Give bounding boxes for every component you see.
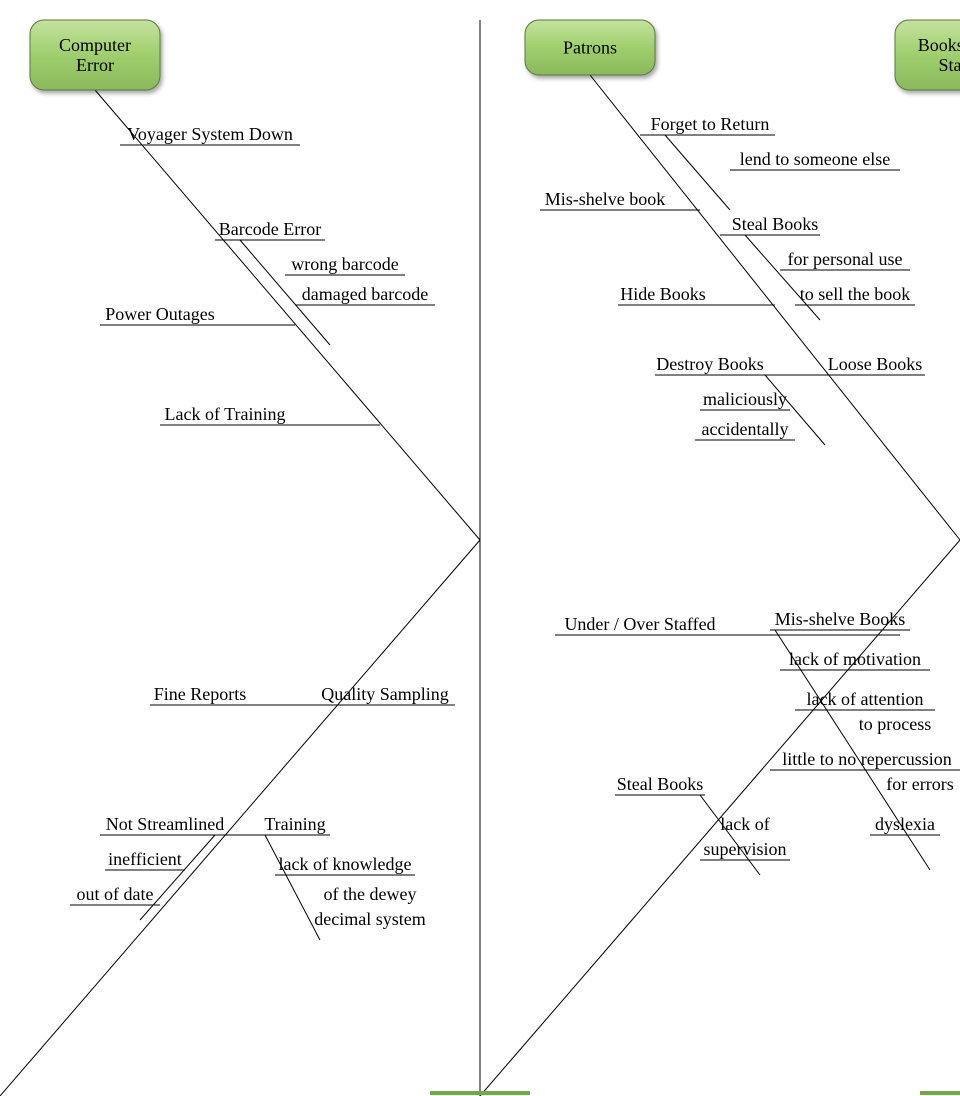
sub-text-patrons-5-1: accidentally: [702, 419, 789, 439]
cause-text-computerError-0: Voyager System Down: [127, 124, 293, 144]
category-label-patrons-0: Patrons: [563, 38, 617, 58]
sub-text-patrons-0-0: lend to someone else: [740, 149, 890, 169]
cause-text-patrons-1: Steal Books: [732, 214, 819, 234]
cause-text-lowerLeft-2: Not Streamlined: [106, 814, 224, 834]
sub-branch-lowerLeft-3: [265, 835, 320, 940]
category-label-computerError-0: Computer: [59, 35, 131, 55]
sub-branch-lowerLeft-2: [140, 835, 215, 920]
fishbone-diagram: Voyager System Down Barcode Error wrong ba…: [0, 0, 960, 1096]
sub-text-lowerRight-1-4: for errors: [886, 774, 953, 794]
sub-text-lowerLeft-3-2: decimal system: [314, 909, 425, 929]
category-label-booksIn-0: Books in: [918, 35, 960, 55]
cause-text-lowerLeft-1: Quality Sampling: [321, 684, 449, 704]
cause-text-patrons-0: Forget to Return: [651, 114, 770, 134]
sub-text-lowerLeft-3-0: lack of knowledge: [279, 854, 412, 874]
sub-branch-patrons-1: [745, 235, 820, 320]
sub-text-patrons-5-0: maliciously: [703, 389, 787, 409]
sub-text-lowerLeft-2-1: out of date: [77, 884, 154, 904]
cause-text-lowerRight-1: Mis-shelve Books: [775, 609, 906, 629]
sub-text-computerError-1-0: wrong barcode: [291, 254, 398, 274]
cause-text-lowerLeft-0: Fine Reports: [154, 684, 247, 704]
sub-text-lowerRight-1-1: lack of attention: [807, 689, 924, 709]
sub-text-lowerLeft-2-0: inefficient: [108, 849, 182, 869]
sub-text-patrons-1-0: for personal use: [788, 249, 903, 269]
sub-text-lowerRight-2-0: lack of: [720, 814, 769, 834]
cause-text-lowerRight-0: Under / Over Staffed: [564, 614, 715, 634]
sub-text-lowerRight-1-0: lack of motivation: [789, 649, 921, 669]
bone-patrons: [590, 75, 960, 540]
category-label-booksIn-1: Sta: [938, 55, 960, 75]
sub-text-patrons-1-1: to sell the book: [800, 284, 911, 304]
cause-text-lowerRight-2: Steal Books: [617, 774, 704, 794]
cause-text-patrons-3: Mis-shelve book: [545, 189, 666, 209]
sub-text-lowerRight-1-3: little to no repercussion: [782, 749, 951, 769]
cause-text-patrons-4: Hide Books: [620, 284, 706, 304]
cause-text-computerError-1: Barcode Error: [219, 219, 321, 239]
sub-text-lowerRight-1-5: dyslexia: [875, 814, 935, 834]
cause-text-patrons-5: Destroy Books: [656, 354, 764, 374]
sub-text-lowerRight-2-1: supervision: [704, 839, 787, 859]
cause-text-lowerLeft-3: Training: [264, 814, 325, 834]
sub-text-lowerLeft-3-1: of the dewey: [324, 884, 417, 904]
cause-text-patrons-2: Loose Books: [828, 354, 923, 374]
sub-branch-patrons-0: [665, 135, 730, 210]
cause-text-computerError-3: Lack of Training: [165, 404, 286, 424]
lower-bone-0: [0, 540, 480, 1096]
category-label-computerError-1: Error: [76, 55, 114, 75]
cause-text-computerError-2: Power Outages: [105, 304, 214, 324]
sub-text-computerError-1-1: damaged barcode: [302, 284, 428, 304]
sub-text-lowerRight-1-2: to process: [859, 714, 931, 734]
